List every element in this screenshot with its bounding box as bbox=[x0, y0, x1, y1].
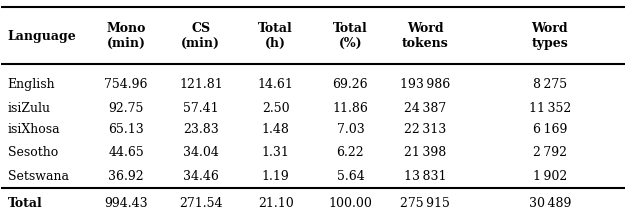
Text: 6.22: 6.22 bbox=[337, 146, 364, 159]
Text: 11 352: 11 352 bbox=[529, 102, 571, 115]
Text: 754.96: 754.96 bbox=[105, 78, 148, 91]
Text: 1 902: 1 902 bbox=[533, 170, 567, 183]
Text: 7.03: 7.03 bbox=[337, 123, 364, 136]
Text: 23.83: 23.83 bbox=[183, 123, 218, 136]
Text: 193 986: 193 986 bbox=[400, 78, 450, 91]
Text: Word
tokens: Word tokens bbox=[402, 22, 449, 50]
Text: Setswana: Setswana bbox=[8, 170, 69, 183]
Text: 994.43: 994.43 bbox=[104, 197, 148, 210]
Text: 34.04: 34.04 bbox=[183, 146, 218, 159]
Text: 5.64: 5.64 bbox=[337, 170, 364, 183]
Text: 22 313: 22 313 bbox=[404, 123, 446, 136]
Text: CS
(min): CS (min) bbox=[182, 22, 220, 50]
Text: 1.48: 1.48 bbox=[262, 123, 290, 136]
Text: Language: Language bbox=[8, 30, 76, 43]
Text: 1.31: 1.31 bbox=[262, 146, 290, 159]
Text: Total
(%): Total (%) bbox=[333, 22, 367, 50]
Text: 14.61: 14.61 bbox=[258, 78, 294, 91]
Text: 57.41: 57.41 bbox=[183, 102, 218, 115]
Text: 30 489: 30 489 bbox=[528, 197, 571, 210]
Text: 6 169: 6 169 bbox=[533, 123, 567, 136]
Text: English: English bbox=[8, 78, 55, 91]
Text: isiZulu: isiZulu bbox=[8, 102, 51, 115]
Text: Total
(h): Total (h) bbox=[259, 22, 293, 50]
Text: 271.54: 271.54 bbox=[179, 197, 223, 210]
Text: Total: Total bbox=[8, 197, 43, 210]
Text: 69.26: 69.26 bbox=[332, 78, 368, 91]
Text: 92.75: 92.75 bbox=[108, 102, 144, 115]
Text: Sesotho: Sesotho bbox=[8, 146, 58, 159]
Text: 275 915: 275 915 bbox=[400, 197, 450, 210]
Text: 65.13: 65.13 bbox=[108, 123, 144, 136]
Text: 21.10: 21.10 bbox=[258, 197, 294, 210]
Text: Mono
(min): Mono (min) bbox=[106, 22, 146, 50]
Text: 13 831: 13 831 bbox=[404, 170, 446, 183]
Text: 11.86: 11.86 bbox=[332, 102, 368, 115]
Text: 2 792: 2 792 bbox=[533, 146, 567, 159]
Text: 34.46: 34.46 bbox=[183, 170, 218, 183]
Text: isiXhosa: isiXhosa bbox=[8, 123, 60, 136]
Text: 8 275: 8 275 bbox=[533, 78, 567, 91]
Text: 1.19: 1.19 bbox=[262, 170, 289, 183]
Text: 21 398: 21 398 bbox=[404, 146, 446, 159]
Text: 44.65: 44.65 bbox=[108, 146, 144, 159]
Text: 121.81: 121.81 bbox=[179, 78, 223, 91]
Text: 100.00: 100.00 bbox=[329, 197, 372, 210]
Text: 24 387: 24 387 bbox=[404, 102, 446, 115]
Text: 2.50: 2.50 bbox=[262, 102, 289, 115]
Text: Word
types: Word types bbox=[531, 22, 568, 50]
Text: 36.92: 36.92 bbox=[108, 170, 144, 183]
